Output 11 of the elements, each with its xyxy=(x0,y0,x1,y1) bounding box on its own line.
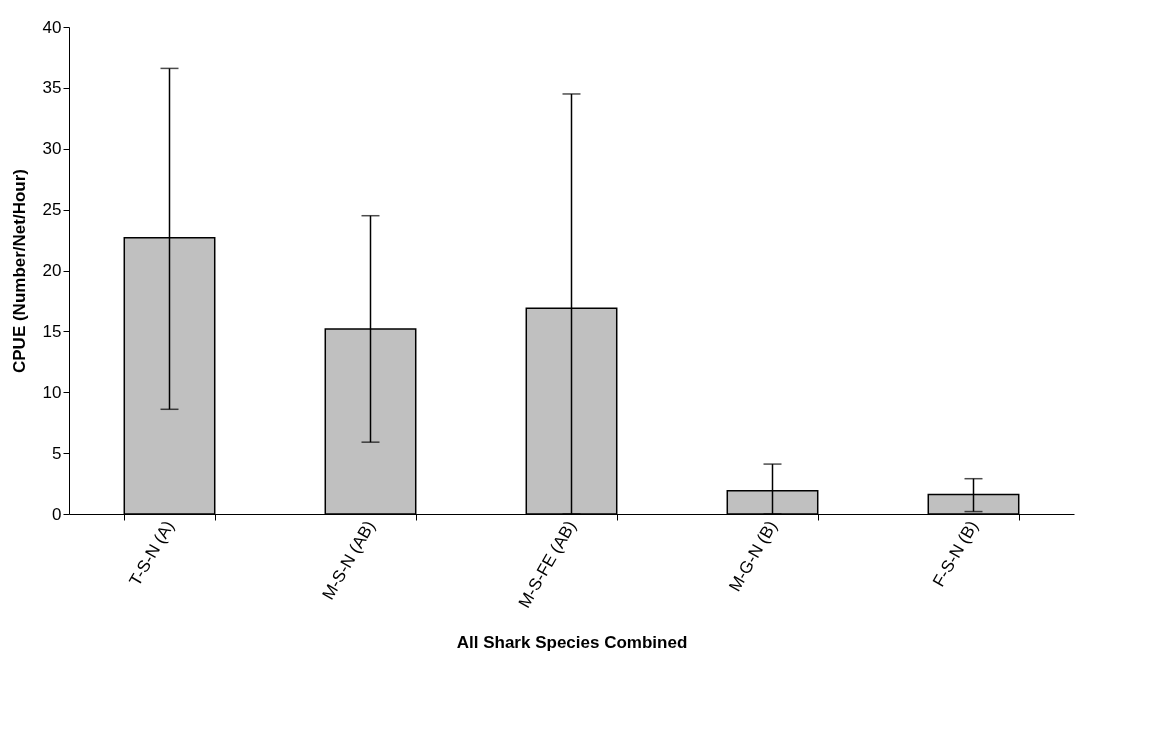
y-axis-title: CPUE (Number/Net/Hour) xyxy=(9,168,29,374)
y-tick-label: 20 xyxy=(42,261,62,280)
y-tick-label: 25 xyxy=(42,200,62,220)
y-tick-label: 40 xyxy=(42,17,62,37)
y-tick-label: 0 xyxy=(52,504,62,524)
x-axis-title: All Shark Species Combined xyxy=(456,632,688,652)
y-tick-label: 35 xyxy=(42,78,62,98)
y-tick-label: 30 xyxy=(42,139,62,159)
y-tick-label: 5 xyxy=(52,443,62,463)
y-tick-label: 15 xyxy=(42,321,62,341)
y-tick-label: 10 xyxy=(42,382,62,402)
